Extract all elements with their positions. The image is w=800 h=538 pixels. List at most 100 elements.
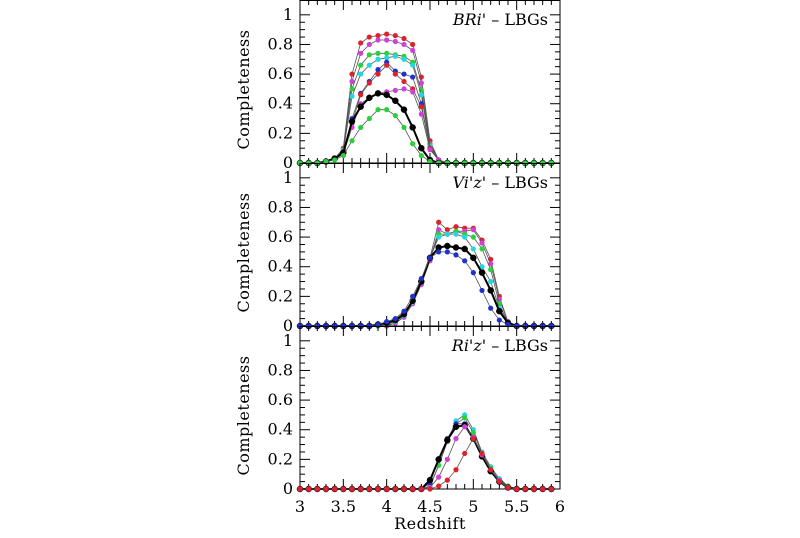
data-point: [479, 246, 485, 252]
data-point: [375, 71, 381, 77]
y-tick-label: 1: [283, 5, 293, 24]
data-point: [436, 219, 442, 225]
series-line: [300, 221, 552, 327]
data-point: [444, 249, 450, 255]
data-point: [410, 74, 416, 80]
y-tick-label: 0.2: [268, 286, 293, 305]
data-point: [479, 450, 485, 457]
data-point: [462, 234, 468, 240]
annotation-label: – LBGs: [486, 336, 548, 355]
y-tick-label: 0: [283, 153, 293, 172]
y-axis-label: Completeness: [234, 193, 253, 313]
annotation-label: – LBGs: [486, 10, 548, 29]
data-point: [357, 103, 364, 110]
series-3: [296, 422, 555, 493]
series-1: [297, 415, 554, 492]
data-point: [401, 124, 407, 131]
data-point: [401, 86, 407, 92]
data-point: [323, 158, 329, 165]
data-point: [444, 242, 451, 250]
series-1: [297, 227, 554, 329]
series-2: [297, 228, 554, 329]
data-point: [531, 486, 537, 492]
series-5: [297, 249, 554, 329]
data-point: [444, 456, 450, 462]
y-tick-label: 0.8: [268, 360, 293, 379]
data-point: [522, 486, 528, 492]
series-line: [300, 39, 552, 164]
data-point: [375, 107, 381, 113]
y-tick-label: 0.4: [268, 94, 293, 113]
data-point: [436, 249, 442, 255]
series-0: [297, 31, 554, 166]
data-point: [392, 87, 398, 93]
data-point: [548, 486, 554, 492]
data-point: [488, 261, 494, 267]
y-tick-label: 0: [283, 479, 293, 498]
data-point: [332, 157, 338, 163]
data-point: [348, 118, 356, 125]
data-point: [366, 80, 372, 86]
data-point: [470, 234, 476, 240]
data-point: [496, 478, 502, 485]
data-point: [384, 318, 390, 325]
data-point: [496, 307, 503, 315]
x-tick-label: 5: [468, 497, 478, 516]
data-point: [462, 415, 468, 421]
data-point: [401, 486, 407, 492]
data-point: [384, 31, 390, 37]
data-point: [470, 254, 477, 262]
series-2: [297, 421, 554, 492]
annotation-filter-set: Ri'z': [451, 336, 486, 355]
data-point: [366, 62, 372, 68]
data-point: [392, 32, 398, 39]
data-point: [418, 111, 424, 117]
data-point: [505, 484, 511, 491]
data-point: [349, 86, 355, 92]
data-point: [444, 231, 450, 237]
data-point: [392, 53, 398, 59]
data-point: [366, 486, 372, 492]
series-line: [300, 414, 552, 490]
data-point: [384, 486, 390, 492]
data-point: [436, 483, 442, 489]
data-point: [306, 486, 312, 492]
data-point: [374, 90, 382, 97]
data-point: [436, 474, 442, 480]
x-tick-label: 5.5: [504, 497, 529, 516]
data-point: [418, 104, 424, 110]
series-line: [300, 229, 552, 327]
data-point: [540, 486, 546, 492]
y-tick-label: 0.4: [268, 420, 293, 439]
data-point: [452, 423, 460, 431]
series-3: [297, 231, 554, 329]
data-point: [340, 486, 346, 492]
y-axis-label: Completeness: [234, 356, 253, 476]
data-point: [384, 62, 390, 68]
series-0: [297, 219, 554, 329]
y-tick-label: 0.2: [268, 449, 293, 468]
data-point: [453, 231, 459, 237]
data-point: [488, 305, 494, 311]
data-point: [401, 35, 407, 42]
data-point: [461, 245, 468, 253]
data-point: [444, 477, 450, 483]
data-point: [453, 436, 459, 442]
panel-annotation: BRi' – LBGs: [452, 10, 548, 29]
x-tick-label: 3: [295, 497, 305, 516]
y-tick-label: 0.6: [268, 390, 293, 409]
data-point: [410, 62, 416, 68]
data-point: [410, 41, 416, 48]
series-line: [300, 426, 552, 490]
data-point: [314, 486, 320, 492]
data-point: [366, 94, 373, 102]
data-point: [479, 240, 485, 246]
data-point: [392, 71, 398, 77]
annotation-label: – LBGs: [486, 173, 548, 192]
data-point: [401, 308, 407, 314]
data-point: [470, 436, 476, 442]
data-point: [426, 476, 434, 484]
data-point: [418, 275, 424, 282]
annotation-filter-set: BRi': [452, 10, 486, 29]
